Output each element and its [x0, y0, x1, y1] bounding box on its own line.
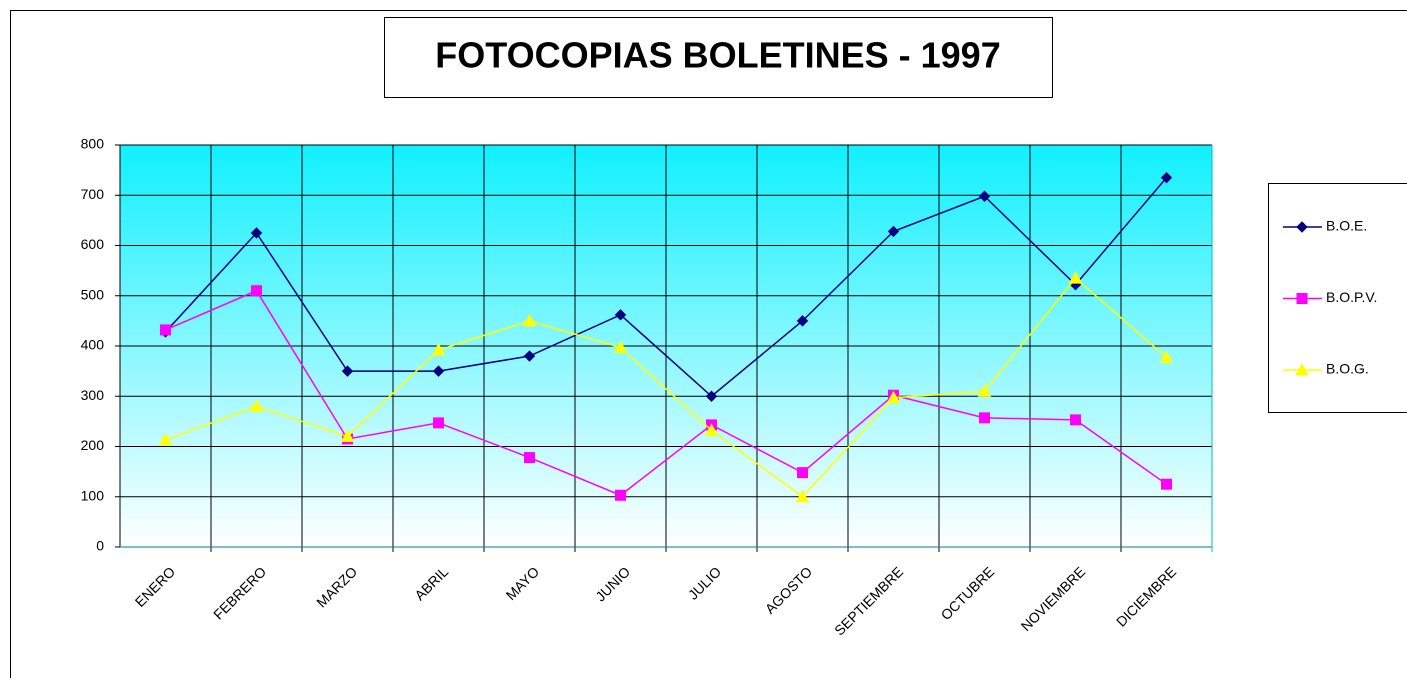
marker: [886, 390, 901, 404]
marker: [613, 340, 628, 354]
marker: [795, 489, 810, 503]
marker: [978, 190, 991, 202]
marker: [524, 452, 535, 464]
chart-title: FOTOCOPIAS BOLETINES - 1997: [435, 35, 1000, 76]
marker: [977, 384, 992, 397]
marker: [615, 489, 626, 501]
marker: [432, 365, 445, 377]
marker: [433, 417, 444, 429]
marker: [160, 324, 171, 336]
title-box: [384, 17, 1053, 98]
marker: [340, 429, 355, 442]
marker: [341, 365, 354, 377]
legend-label: B.O.P.V.: [1326, 289, 1377, 305]
marker: [614, 309, 627, 321]
legend-label: B.O.G.: [1326, 361, 1369, 377]
marker: [1160, 171, 1173, 184]
marker: [796, 315, 809, 327]
marker: [522, 313, 537, 327]
marker: [797, 467, 808, 479]
marker: [704, 423, 719, 436]
legend-label: B.O.E.: [1326, 218, 1367, 234]
y-tick-label: 0: [96, 538, 104, 554]
y-tick-label: 600: [81, 236, 105, 252]
marker: [705, 390, 718, 402]
marker: [887, 225, 900, 238]
series-line: [165, 277, 1167, 498]
marker: [431, 342, 446, 356]
y-tick-label: 300: [81, 387, 105, 403]
marker: [250, 227, 263, 239]
marker: [523, 350, 536, 362]
series-line: [164, 177, 1168, 398]
y-tick-label: 800: [81, 136, 105, 152]
y-tick-label: 700: [81, 186, 105, 202]
marker: [158, 432, 173, 446]
y-tick-label: 100: [81, 487, 105, 503]
y-tick-label: 500: [81, 286, 105, 302]
marker: [1068, 271, 1083, 284]
marker: [979, 412, 990, 424]
marker: [249, 399, 264, 412]
y-tick-label: 200: [81, 437, 105, 453]
marker: [1161, 478, 1172, 490]
y-tick-label: 400: [81, 337, 105, 353]
series-line: [165, 289, 1167, 497]
marker: [1295, 362, 1309, 376]
marker: [1296, 293, 1308, 304]
marker: [1159, 350, 1174, 364]
marker: [251, 285, 262, 297]
marker: [1296, 221, 1308, 233]
marker: [1070, 414, 1081, 426]
